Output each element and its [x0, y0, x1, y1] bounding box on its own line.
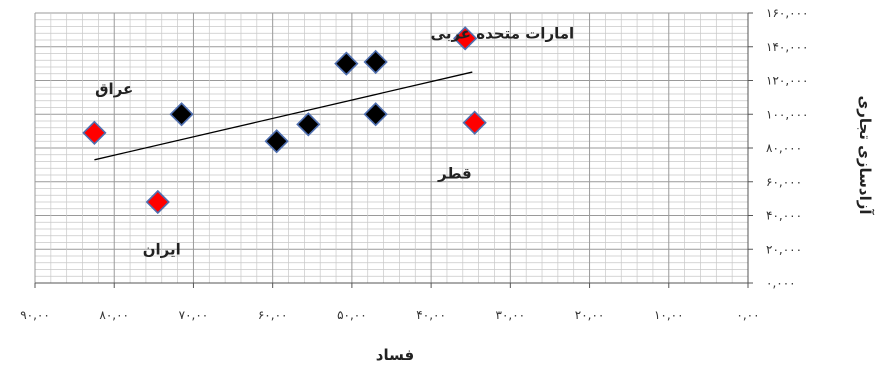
black-diamond-point	[296, 112, 321, 137]
red-diamond-point	[145, 189, 170, 215]
annotations: عراق ایران قطر امارات متحده عربی	[95, 24, 574, 258]
annotation-label: امارات متحده عربی	[431, 24, 574, 42]
black-diamond-point	[363, 102, 388, 127]
x-tick-label: ۱۰,۰۰	[654, 308, 684, 322]
y-tick-label: ۱۲۰,۰۰۰	[766, 74, 809, 88]
y-tick-label: ۸۰,۰۰۰	[766, 141, 802, 155]
annotation-label: قطر	[437, 164, 472, 182]
y-axis-title: آزادسازی تجاری	[856, 95, 874, 215]
x-tick-label: ۶۰,۰۰	[258, 308, 288, 322]
y-tick-label: ۶۰,۰۰۰	[766, 175, 802, 189]
y-tick-labels: ۰,۰۰۰ ۲۰,۰۰۰ ۴۰,۰۰۰ ۶۰,۰۰۰ ۸۰,۰۰۰ ۱۰۰,۰۰۰ ۱۲۰,…	[766, 6, 809, 290]
red-diamond-point	[462, 110, 487, 135]
red-diamond-point	[453, 26, 478, 51]
x-tick-label: ۰,۰۰	[736, 308, 759, 322]
black-diamond-point	[264, 129, 289, 154]
black-diamond-point	[334, 51, 359, 76]
annotation-label: عراق	[95, 80, 133, 98]
annotation-label: ایران	[143, 240, 181, 258]
x-tick-label: ۲۰,۰۰	[575, 308, 605, 322]
y-tick-label: ۱۴۰,۰۰۰	[766, 40, 809, 54]
data-points	[82, 26, 487, 215]
y-tick-label: ۴۰,۰۰۰	[766, 209, 802, 223]
black-diamond-point	[363, 49, 388, 75]
x-tick-label: ۳۰,۰۰	[496, 308, 526, 322]
trendline	[94, 71, 473, 161]
x-tick-label: ۹۰,۰۰	[20, 308, 50, 322]
x-axis-title: فساد	[376, 346, 414, 364]
x-tick-label: ۷۰,۰۰	[179, 308, 209, 322]
y-tick-label: ۰,۰۰۰	[766, 276, 796, 290]
y-tick-label: ۲۰,۰۰۰	[766, 242, 802, 256]
x-tick-labels: ۰,۰۰ ۱۰,۰۰ ۲۰,۰۰ ۳۰,۰۰ ۴۰,۰۰ ۵۰,۰۰ ۶۰,۰۰ ۷۰,۰۰ ۸…	[20, 308, 759, 322]
x-tick-label: ۴۰,۰۰	[416, 308, 446, 322]
y-tick-label: ۱۶۰,۰۰۰	[766, 6, 809, 20]
y-tick-label: ۱۰۰,۰۰۰	[766, 107, 809, 121]
axes	[34, 12, 753, 288]
x-tick-label: ۸۰,۰۰	[99, 308, 129, 322]
red-diamond-point	[82, 120, 107, 145]
black-diamond-point	[169, 102, 194, 127]
x-tick-label: ۵۰,۰۰	[337, 308, 367, 322]
